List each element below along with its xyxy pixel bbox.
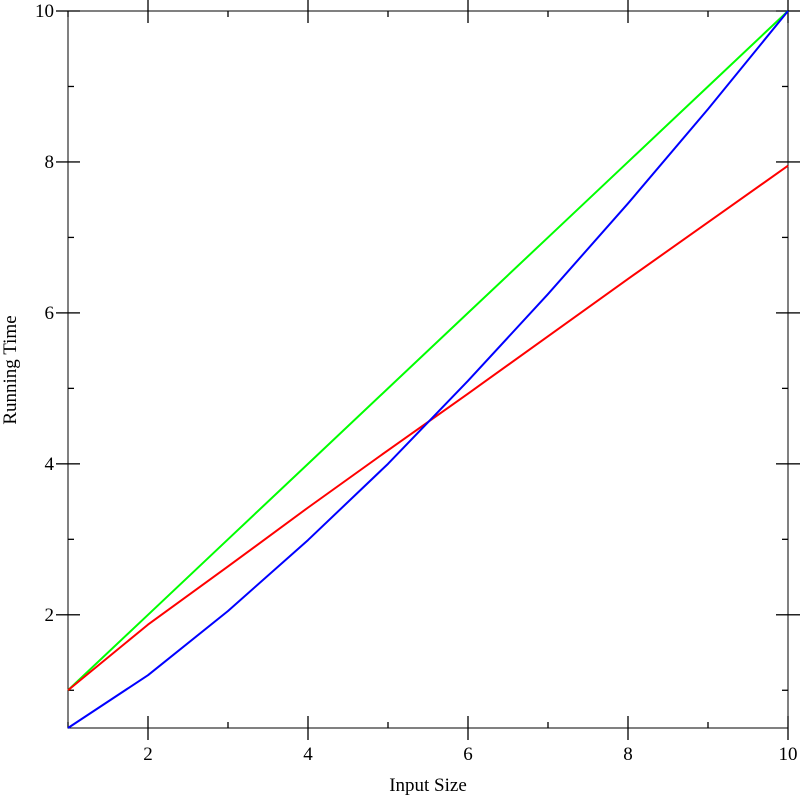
series-layer: [67, 10, 789, 729]
y-tick-label: 6: [45, 303, 55, 324]
plot-frame: [67, 10, 789, 729]
x-tick-label: 10: [779, 744, 798, 765]
tick-labels: 2 4 6 8 10 2 4 6 8 10: [35, 1, 798, 765]
x-tick-label: 6: [463, 744, 473, 765]
series-line-2: [67, 164, 789, 692]
series-line-3: [67, 10, 789, 729]
y-tick-label: 2: [45, 605, 55, 626]
y-axis-title: Running Time: [0, 315, 21, 424]
x-tick-label: 8: [623, 744, 633, 765]
x-axis-title: Input Size: [389, 775, 467, 796]
y-tick-label: 8: [45, 152, 55, 173]
y-tick-label: 10: [35, 1, 54, 22]
y-tick-label: 4: [45, 454, 55, 475]
x-tick-label: 4: [303, 744, 313, 765]
series-line-1: [67, 10, 789, 691]
axis-ticks: [56, 0, 800, 740]
x-tick-label: 2: [143, 744, 153, 765]
